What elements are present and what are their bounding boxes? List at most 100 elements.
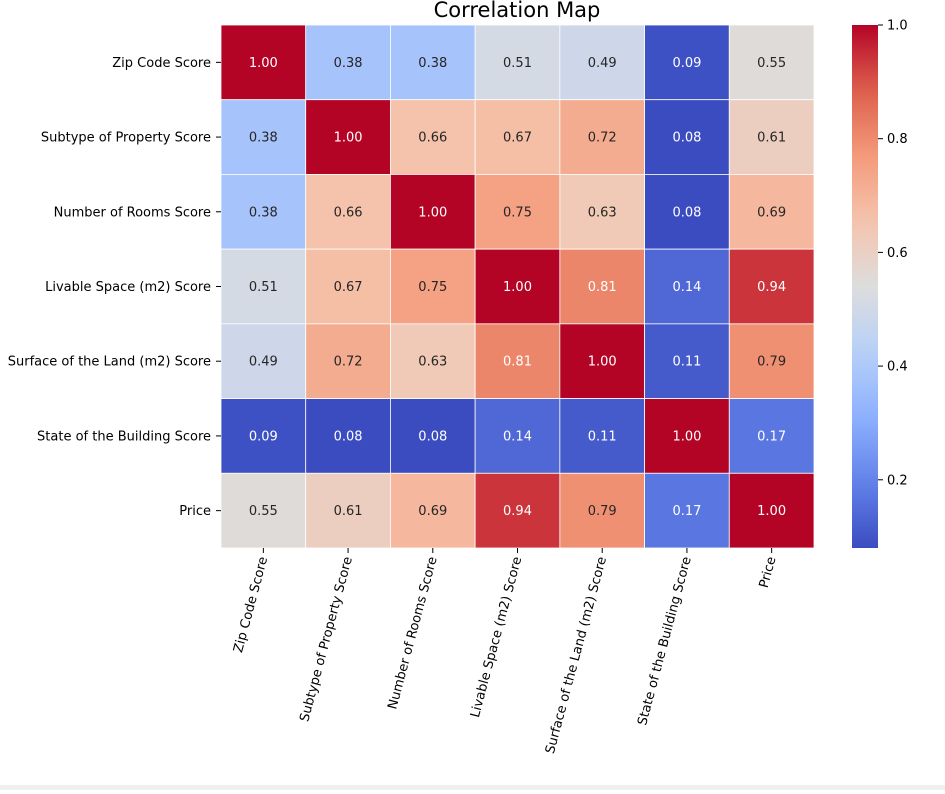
cell-value-label: 0.66 <box>418 131 447 146</box>
heatmap-cell <box>644 248 730 325</box>
heatmap-cell <box>390 99 476 175</box>
cell-value-label: 0.63 <box>588 205 617 220</box>
row-tick-label: Subtype of Property Score <box>41 131 211 146</box>
heatmap-cell <box>390 323 476 399</box>
cell-value-label: 0.38 <box>249 131 278 146</box>
cell-value-label: 0.75 <box>418 280 447 295</box>
cell-value-label: 1.00 <box>672 429 701 444</box>
heatmap-cell <box>728 398 815 474</box>
cell-value-label: 0.81 <box>503 355 532 370</box>
heatmap-cell <box>220 398 307 474</box>
heatmap-cell <box>728 174 815 250</box>
cell-value-label: 0.11 <box>672 355 701 370</box>
cell-value-label: 0.09 <box>672 56 701 71</box>
row-tick-label: Price <box>179 504 211 519</box>
heatmap-cell <box>390 472 476 549</box>
heatmap-cell <box>559 398 645 474</box>
cell-value-label: 0.69 <box>418 504 447 519</box>
cell-value-label: 0.67 <box>503 131 532 146</box>
column-tick-label: Subtype of Property Score <box>297 555 356 723</box>
colorbar-tick-label: 0.8 <box>887 132 908 147</box>
heatmap-cell <box>305 248 391 325</box>
chart-title: Correlation Map <box>434 0 601 22</box>
cell-value-label: 0.55 <box>249 504 278 519</box>
cell-value-label: 0.66 <box>334 205 363 220</box>
cell-value-label: 0.94 <box>503 504 532 519</box>
cell-value-label: 0.38 <box>334 56 363 71</box>
heatmap-cell <box>390 174 476 250</box>
heatmap-cell <box>728 472 815 549</box>
heatmap-cell <box>390 398 476 474</box>
cell-value-label: 0.75 <box>503 205 532 220</box>
column-tick-label: Surface of the Land (m2) Score <box>543 555 610 755</box>
row-tick-label: Zip Code Score <box>112 56 211 71</box>
column-tick-label: State of the Building Score <box>635 555 695 727</box>
cell-value-label: 1.00 <box>334 131 363 146</box>
column-tick-label: Zip Code Score <box>231 555 271 654</box>
cell-value-label: 0.49 <box>588 56 617 71</box>
row-tick-label: Livable Space (m2) Score <box>45 280 211 295</box>
cell-value-label: 0.49 <box>249 355 278 370</box>
heatmap-cell <box>390 24 476 101</box>
heatmap-cell <box>220 472 307 549</box>
colorbar: 0.2 0.4 0.6 0.8 1.0 <box>852 19 908 548</box>
heatmap-cells: 1.00 0.38 0.38 0.51 0.49 0.09 0.55 0.38 1.00 0.66… <box>220 24 815 549</box>
heatmap-cell <box>559 472 645 549</box>
cell-value-label: 0.14 <box>503 429 532 444</box>
row-tick-labels: Zip Code Score Subtype of Property Score N… <box>8 56 221 519</box>
heatmap-cell <box>305 24 391 101</box>
column-tick-label: Livable Space (m2) Score <box>468 555 525 719</box>
cell-value-label: 0.38 <box>418 56 447 71</box>
column-tick-labels: Zip Code Score Subtype of Property Score N… <box>231 548 780 755</box>
cell-value-label: 0.63 <box>418 355 447 370</box>
cell-value-label: 1.00 <box>503 280 532 295</box>
cell-value-label: 0.17 <box>757 429 786 444</box>
heatmap-cell <box>474 472 561 549</box>
row-tick-label: State of the Building Score <box>37 429 211 444</box>
heatmap-cell <box>474 398 561 474</box>
cell-value-label: 0.61 <box>334 504 363 519</box>
heatmap-cell <box>644 99 730 175</box>
heatmap-cell <box>474 174 561 250</box>
heatmap-cell <box>728 99 815 175</box>
cell-value-label: 0.51 <box>503 56 532 71</box>
cell-value-label: 0.67 <box>334 280 363 295</box>
cell-value-label: 0.55 <box>757 56 786 71</box>
heatmap-cell <box>220 323 307 399</box>
heatmap-cell <box>305 398 391 474</box>
cell-value-label: 0.69 <box>757 205 786 220</box>
cell-value-label: 0.08 <box>334 429 363 444</box>
cell-value-label: 0.61 <box>757 131 786 146</box>
cell-value-label: 0.09 <box>249 429 278 444</box>
cell-value-label: 1.00 <box>588 355 617 370</box>
heatmap-cell <box>220 24 307 101</box>
colorbar-tick-label: 1.0 <box>887 19 908 34</box>
column-tick-label: Number of Rooms Score <box>385 555 440 711</box>
heatmap-cell <box>728 323 815 399</box>
heatmap-cell <box>644 24 730 101</box>
cell-value-label: 0.08 <box>672 131 701 146</box>
heatmap-cell <box>220 174 307 250</box>
cell-value-label: 0.79 <box>757 355 786 370</box>
colorbar-tick-label: 0.6 <box>887 246 908 261</box>
heatmap-cell <box>220 248 307 325</box>
cell-value-label: 0.72 <box>334 355 363 370</box>
cell-value-label: 1.00 <box>418 205 447 220</box>
heatmap-cell <box>728 248 815 325</box>
heatmap-cell <box>644 472 730 549</box>
heatmap-cell <box>559 174 645 250</box>
heatmap-cell <box>559 99 645 175</box>
cell-value-label: 0.38 <box>249 205 278 220</box>
cell-value-label: 0.08 <box>418 429 447 444</box>
cell-value-label: 0.81 <box>588 280 617 295</box>
heatmap-cell <box>474 24 561 101</box>
heatmap-cell <box>559 24 645 101</box>
cell-value-label: 0.51 <box>249 280 278 295</box>
cell-value-label: 1.00 <box>249 56 278 71</box>
cell-value-label: 0.08 <box>672 205 701 220</box>
cell-value-label: 0.14 <box>672 280 701 295</box>
cell-value-label: 0.11 <box>588 429 617 444</box>
cell-value-label: 0.17 <box>672 504 701 519</box>
row-tick-label: Number of Rooms Score <box>54 205 211 220</box>
